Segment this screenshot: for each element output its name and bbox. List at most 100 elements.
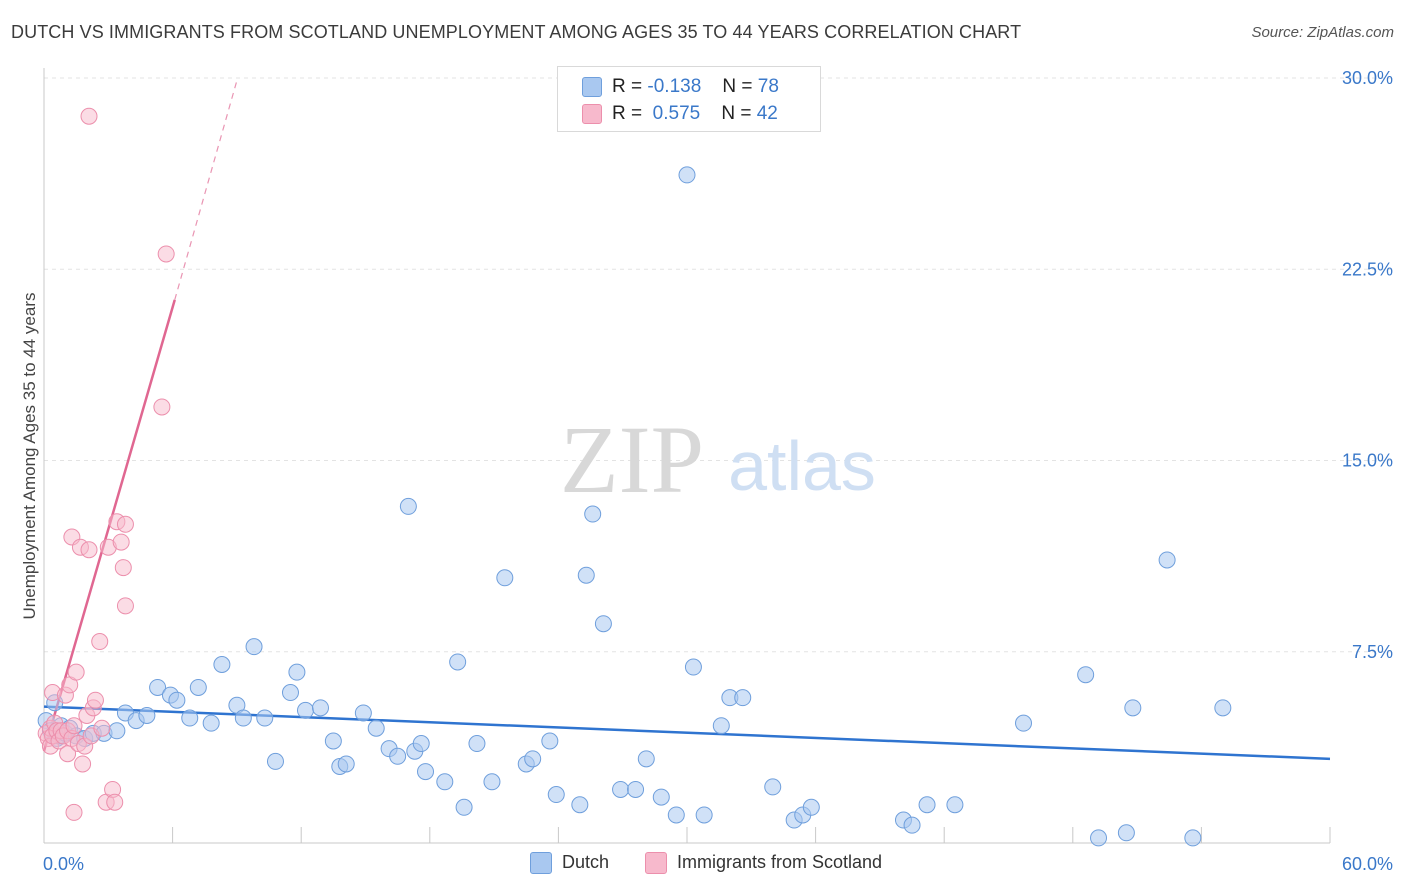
dutch-point [571,796,589,814]
dutch-r-label: R = [612,76,643,97]
dutch-point [168,691,186,709]
data-points [37,107,1232,847]
watermark-atlas: atlas [728,427,876,505]
dutch-point [903,816,921,834]
dutch-point [256,709,274,727]
scotland-n-value: 42 [756,103,778,124]
dutch-point [245,638,263,656]
scotland-point [67,663,85,681]
dutch-point [337,755,355,773]
source-credit: Source: ZipAtlas.com [1251,24,1394,41]
dutch-point [547,786,565,804]
y-tick-label: 22.5% [1342,259,1393,279]
dutch-point [1077,666,1095,684]
bottom-dutch-label: Dutch [562,852,610,872]
legend-row-scotland: R = 0.575 N = 42 [582,103,778,127]
dutch-point [288,663,306,681]
dutch-point [637,750,655,768]
dutch-point [296,701,314,719]
y-tick-label: 15.0% [1342,451,1393,471]
dutch-point [695,806,713,824]
dutch-point [764,778,782,796]
dutch-point [417,763,435,781]
chart-title: DUTCH VS IMMIGRANTS FROM SCOTLAND UNEMPL… [11,22,1022,42]
dutch-point [281,684,299,702]
scotland-point [116,597,134,615]
dutch-point [541,732,559,750]
correlation-legend: R = -0.138 N = 78 R = 0.575 N = 42 [557,66,821,132]
dutch-point [213,656,231,673]
dutch-point [202,714,220,732]
dutch-point [1015,714,1033,732]
dutch-point [802,798,820,816]
dutch-point [667,806,685,824]
dutch-point [324,732,342,750]
bottom-scotland-swatch [645,852,667,875]
x-tick-label-min: 0.0% [43,854,84,874]
scotland-swatch [582,103,602,124]
dutch-point [181,709,199,727]
dutch-point [1124,699,1142,717]
tick-labels: 7.5% 15.0% 22.5% 30.0% 0.0% 60.0% [43,68,1393,874]
gridlines [44,77,1394,653]
dutch-point [524,750,542,768]
dutch-point [652,788,670,806]
scotland-trend-extension [174,80,238,301]
dutch-point [449,653,467,671]
scotland-point [157,245,175,263]
scotland-r-label: R = [612,103,643,124]
dutch-point [455,798,473,816]
scotland-point [80,107,98,125]
dutch-point [138,707,156,724]
scotland-point [65,803,83,821]
dutch-point [108,722,126,740]
dutch-point [149,678,167,696]
scotland-point [153,398,171,416]
scotland-point [74,755,92,773]
y-tick-label: 30.0% [1342,68,1393,88]
dutch-point [311,699,329,717]
watermark-zip: ZIP [560,406,704,513]
scotland-n-label: N = [721,103,752,124]
dutch-point [1158,551,1176,569]
dutch-point [1117,824,1135,842]
dutch-point [496,569,514,587]
dutch-point [399,497,417,515]
scotland-point [80,541,98,559]
scotland-point [86,691,104,709]
scotland-point [114,559,132,577]
dutch-point [584,505,602,523]
dutch-point [577,566,595,584]
dutch-point [266,752,284,770]
dutch-point [234,709,252,727]
dutch-point [189,678,207,696]
x-tick-label-max: 60.0% [1342,854,1393,874]
dutch-point [483,773,501,791]
scotland-point [65,717,83,735]
scotland-point [93,719,111,737]
dutch-point [946,796,964,814]
dutch-swatch [582,76,602,97]
dutch-point [612,780,630,798]
scotland-point [91,633,109,651]
bottom-dutch-swatch [530,852,552,875]
scotland-point [116,515,134,533]
dutch-point [436,773,454,791]
scotland-point [106,793,124,811]
dutch-point [734,689,752,707]
scotland-r-value: 0.575 [652,103,701,124]
dutch-n-label: N = [722,76,753,97]
dutch-point [389,747,407,765]
watermark: ZIP atlas [560,406,876,513]
dutch-point [594,615,612,633]
dutch-point [412,735,430,753]
dutch-point [1090,829,1108,847]
dutch-n-value: 78 [757,76,779,97]
legend-row-dutch: R = -0.138 N = 78 [582,76,779,100]
dutch-point [367,719,385,737]
scotland-point [112,533,130,551]
dutch-r-value: -0.138 [647,76,702,97]
dutch-point [684,658,702,676]
dutch-point [468,735,486,753]
